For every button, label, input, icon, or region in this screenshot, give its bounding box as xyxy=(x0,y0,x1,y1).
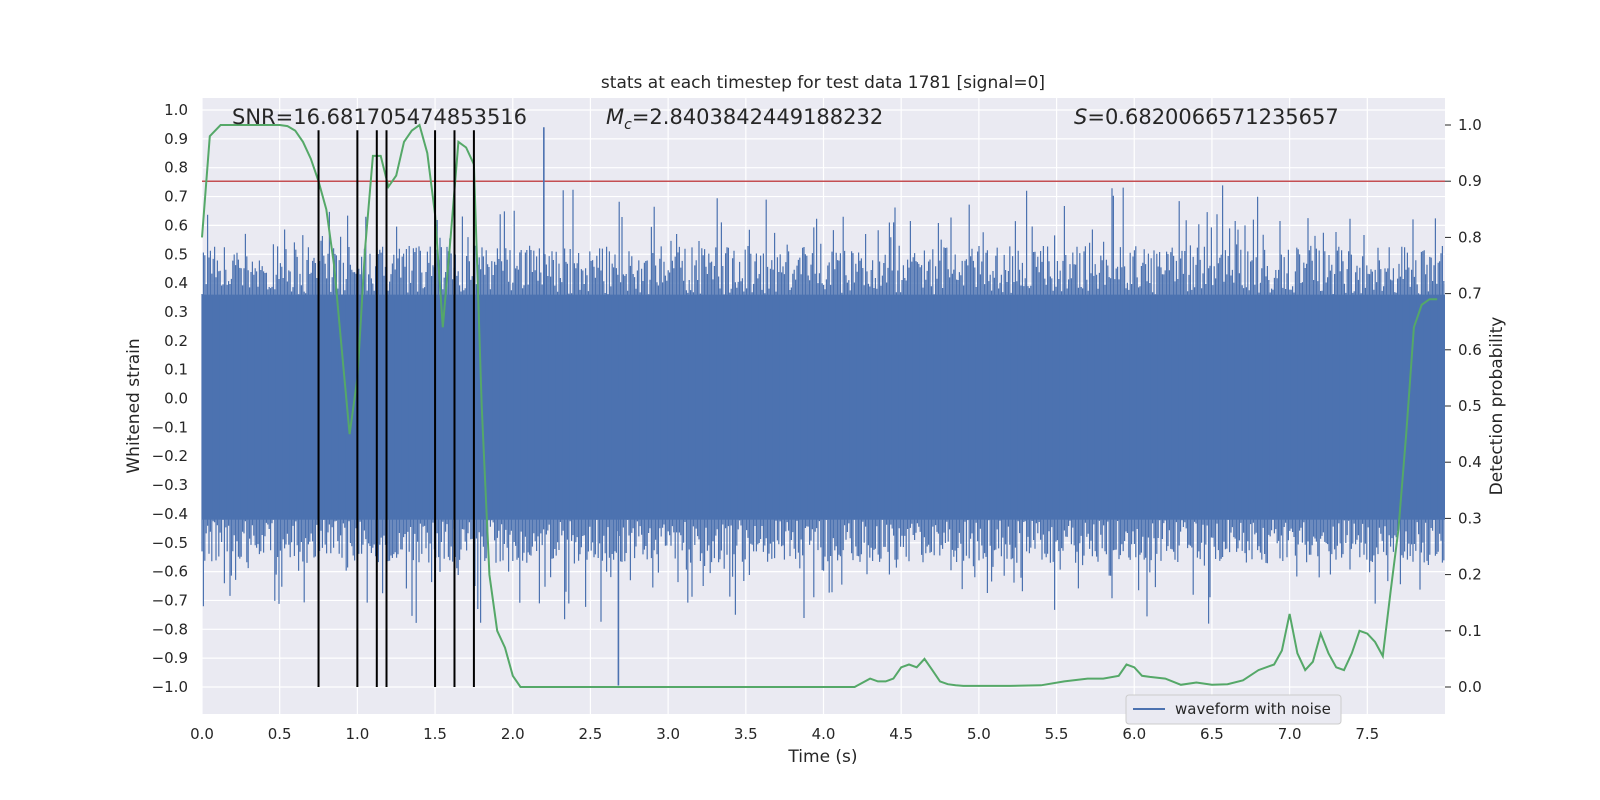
x-tick-label: 6.0 xyxy=(1122,725,1146,743)
y-tick-label: 0.7 xyxy=(164,188,188,206)
legend-box xyxy=(1125,694,1342,725)
right-y-tick-label: 0.2 xyxy=(1458,566,1482,584)
y-tick-label: 0.9 xyxy=(164,130,188,148)
y-tick-label: −0.3 xyxy=(152,476,188,494)
right-y-tick-label: 1.0 xyxy=(1458,116,1482,134)
y-tick-label: 0.5 xyxy=(164,245,188,263)
x-tick-label: 4.0 xyxy=(812,725,836,743)
right-y-tick-label: 0.3 xyxy=(1458,509,1482,527)
y-tick-label: −0.7 xyxy=(152,591,188,609)
y-tick-label: 0.4 xyxy=(164,274,188,292)
x-tick-label: 2.0 xyxy=(501,725,525,743)
event-lines xyxy=(317,130,475,687)
x-tick-label: 6.5 xyxy=(1200,725,1224,743)
x-tick-label: 7.0 xyxy=(1278,725,1302,743)
y-tick-label: −0.2 xyxy=(152,447,188,465)
y-tick-label: 0.3 xyxy=(164,303,188,321)
y-tick-label: −0.5 xyxy=(152,534,188,552)
legend-label: waveform with noise xyxy=(1175,700,1331,718)
x-tick-label: 3.0 xyxy=(656,725,680,743)
y-axis-label: Whitened strain xyxy=(124,338,144,473)
y-tick-label: −0.1 xyxy=(152,418,188,436)
right-y-axis-label: Detection probability xyxy=(1487,317,1507,496)
y-tick-labels: 1.0 0.9 0.8 0.7 0.6 0.5 0.4 0.3 0.2 0.1 0.0 −0.1 −0.… xyxy=(152,101,188,696)
right-y-tick-label: 0.9 xyxy=(1458,172,1482,190)
right-y-tick-label: 0.8 xyxy=(1458,228,1482,246)
x-axis-label: Time (s) xyxy=(787,747,857,767)
right-y-tick-label: 0.1 xyxy=(1458,622,1482,640)
x-tick-label: 1.5 xyxy=(423,725,447,743)
right-y-tick-label: 0.6 xyxy=(1458,341,1482,359)
y-tick-label: 1.0 xyxy=(164,101,188,119)
x-tick-label: 4.5 xyxy=(889,725,913,743)
right-y-tick-label: 0.0 xyxy=(1458,678,1482,696)
y-tick-label: −0.9 xyxy=(152,649,188,667)
waveform-with-noise-series xyxy=(201,127,1445,686)
detection-probability-line xyxy=(201,123,1438,688)
y-tick-label: 0.1 xyxy=(164,361,188,379)
right-y-tick-label: 0.4 xyxy=(1458,453,1482,471)
y-tick-label: −1.0 xyxy=(152,678,188,696)
y-tick-label: −0.6 xyxy=(152,563,188,581)
y-tick-label: 0.2 xyxy=(164,332,188,350)
x-tick-labels: 0.0 0.5 1.0 1.5 2.0 2.5 3.0 3.5 4.0 4.5 5.0 5.5 6.0 6… xyxy=(190,725,1379,743)
right-y-tick-labels: 1.0 0.9 0.8 0.7 0.6 0.5 0.4 0.3 0.2 0.1 0.0 xyxy=(1445,116,1482,696)
x-tick-label: 3.5 xyxy=(734,725,758,743)
x-tick-label: 2.5 xyxy=(579,725,603,743)
x-tick-label: 5.0 xyxy=(967,725,991,743)
snr-annotation: SNR=16.681705474853516 xyxy=(232,105,527,129)
x-tick-label: 0.5 xyxy=(268,725,292,743)
waveform-with-noise-line xyxy=(201,185,1445,624)
y-tick-label: 0.0 xyxy=(164,390,188,408)
y-tick-label: 0.8 xyxy=(164,159,188,177)
x-tick-label: 1.0 xyxy=(345,725,369,743)
score-annotation: S=0.6820066571235657 xyxy=(1074,105,1339,129)
x-tick-label: 0.0 xyxy=(190,725,214,743)
y-tick-label: −0.8 xyxy=(152,620,188,638)
right-y-tick-label: 0.5 xyxy=(1458,397,1482,415)
x-tick-label: 5.5 xyxy=(1045,725,1069,743)
detection-probability-series xyxy=(201,123,1438,688)
x-tick-label: 7.5 xyxy=(1355,725,1379,743)
y-tick-label: −0.4 xyxy=(152,505,188,523)
chart-title: stats at each timestep for test data 178… xyxy=(601,73,1045,93)
legend: waveform with noise xyxy=(1125,694,1342,725)
chirp-mass-annotation: Mc=2.8403842449188232 xyxy=(606,105,883,133)
right-y-tick-label: 0.7 xyxy=(1458,285,1482,303)
y-tick-label: 0.6 xyxy=(164,216,188,234)
